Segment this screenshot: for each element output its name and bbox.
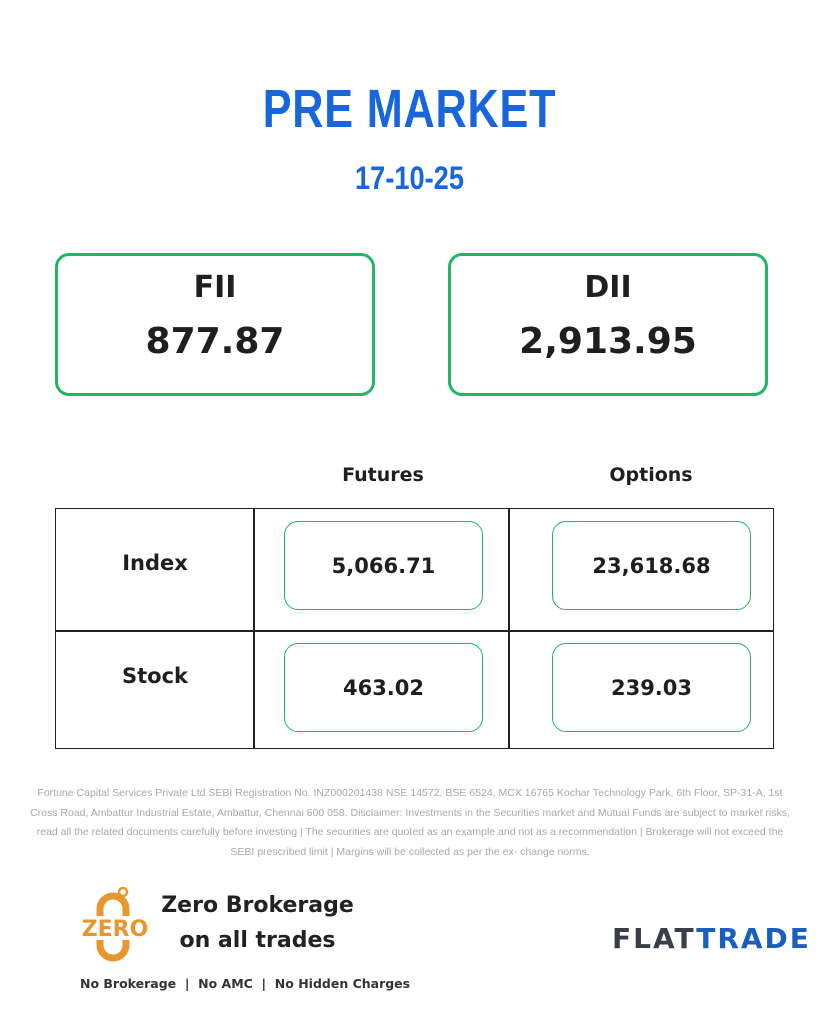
dii-value: 2,913.95 [519, 321, 697, 362]
row-label-stock: Stock [121, 664, 188, 688]
stock-options-value: 239.03 [552, 643, 751, 732]
table-divider [56, 630, 773, 632]
row-label-index: Index [122, 551, 188, 575]
brand-part-2: TRADE [696, 922, 811, 955]
column-header-options: Options [609, 464, 693, 486]
fii-label: FII [193, 270, 237, 305]
promo-tagline: No Brokerage | No AMC | No Hidden Charge… [80, 976, 411, 991]
index-options-value: 23,618.68 [552, 521, 751, 610]
stock-futures-value: 463.02 [284, 643, 483, 732]
disclaimer-text: Fortune Capital Services Private Ltd SEB… [30, 787, 790, 858]
promo-line-1: Zero Brokerage [161, 893, 354, 918]
fii-card: FII 877.87 [55, 253, 375, 396]
table-divider [508, 509, 510, 748]
page-title: PRE MARKET [262, 79, 557, 139]
derivatives-table: Index 5,066.71 23,618.68 Stock 463.02 23… [55, 508, 774, 749]
fii-value: 877.87 [145, 321, 285, 362]
promo-line-2: on all trades [179, 928, 336, 953]
dii-label: DII [584, 270, 632, 305]
flattrade-logo: FLATTRADE [612, 922, 811, 955]
promo-heading: Zero Brokerage on all trades [150, 888, 365, 958]
brand-part-1: FLAT [612, 922, 697, 955]
table-divider [253, 509, 255, 748]
page-date: 17-10-25 [355, 160, 464, 196]
index-futures-value: 5,066.71 [284, 521, 483, 610]
zero-logo-icon: ZERO [78, 886, 158, 966]
dii-card: DII 2,913.95 [448, 253, 768, 396]
column-header-futures: Futures [342, 464, 424, 486]
zero-logo-text: ZERO [82, 917, 149, 942]
